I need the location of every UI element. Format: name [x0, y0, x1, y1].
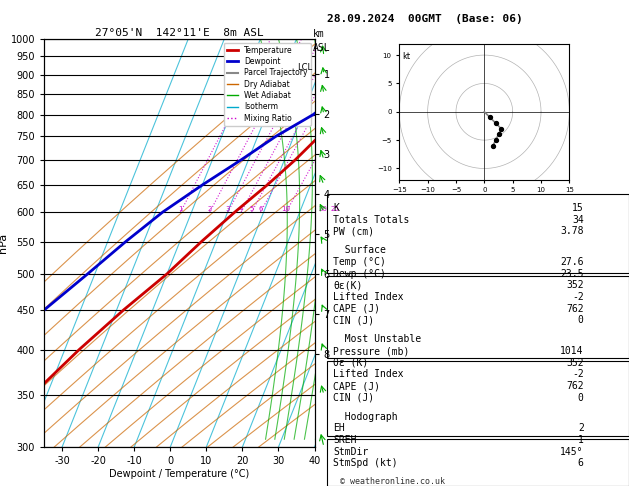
- Text: PW (cm): PW (cm): [333, 226, 374, 237]
- Bar: [327, 439, 629, 486]
- Text: 3.78: 3.78: [560, 226, 584, 237]
- Text: 4: 4: [239, 206, 243, 212]
- Text: Dewp (°C): Dewp (°C): [333, 269, 386, 279]
- Text: -2: -2: [572, 369, 584, 380]
- Legend: Temperature, Dewpoint, Parcel Trajectory, Dry Adiabat, Wet Adiabat, Isotherm, Mi: Temperature, Dewpoint, Parcel Trajectory…: [223, 43, 311, 125]
- Text: 1: 1: [178, 206, 183, 212]
- Point: [491, 119, 501, 127]
- Text: 25: 25: [331, 206, 340, 212]
- Point: [488, 142, 498, 150]
- Text: 352: 352: [566, 280, 584, 291]
- Y-axis label: hPa: hPa: [0, 233, 8, 253]
- Text: 762: 762: [566, 304, 584, 314]
- Text: Surface: Surface: [333, 245, 386, 256]
- Text: CAPE (J): CAPE (J): [333, 381, 380, 391]
- Text: CAPE (J): CAPE (J): [333, 304, 380, 314]
- Text: kt: kt: [402, 52, 410, 61]
- Text: 28.09.2024  00GMT  (Base: 06): 28.09.2024 00GMT (Base: 06): [327, 14, 523, 24]
- Bar: [327, 194, 629, 273]
- Text: 1014: 1014: [560, 346, 584, 356]
- Text: Lifted Index: Lifted Index: [333, 292, 404, 302]
- Text: Lifted Index: Lifted Index: [333, 369, 404, 380]
- Text: θε (K): θε (K): [333, 358, 369, 368]
- Text: 20: 20: [318, 206, 328, 212]
- Bar: [327, 361, 629, 436]
- X-axis label: Dewpoint / Temperature (°C): Dewpoint / Temperature (°C): [109, 469, 249, 479]
- Text: SREH: SREH: [333, 435, 357, 445]
- Text: StmSpd (kt): StmSpd (kt): [333, 458, 398, 469]
- Text: 2: 2: [208, 206, 212, 212]
- Text: 10: 10: [282, 206, 291, 212]
- Text: CIN (J): CIN (J): [333, 393, 374, 403]
- Text: StmDir: StmDir: [333, 447, 369, 457]
- Text: 145°: 145°: [560, 447, 584, 457]
- Text: Temp (°C): Temp (°C): [333, 257, 386, 267]
- Text: θε(K): θε(K): [333, 280, 362, 291]
- Point: [485, 114, 495, 122]
- Text: 1: 1: [578, 435, 584, 445]
- Text: 6: 6: [578, 458, 584, 469]
- Point: [491, 136, 501, 144]
- Text: EH: EH: [333, 423, 345, 434]
- Text: 23.5: 23.5: [560, 269, 584, 279]
- Text: Totals Totals: Totals Totals: [333, 215, 409, 225]
- Text: 6: 6: [259, 206, 263, 212]
- Text: LCL: LCL: [298, 63, 313, 71]
- Title: 27°05'N  142°11'E  8m ASL: 27°05'N 142°11'E 8m ASL: [95, 28, 264, 38]
- Text: km: km: [313, 29, 325, 39]
- Text: -2: -2: [572, 292, 584, 302]
- Text: 27.6: 27.6: [560, 257, 584, 267]
- Text: 2: 2: [578, 423, 584, 434]
- Text: Most Unstable: Most Unstable: [333, 334, 421, 345]
- Point: [494, 131, 504, 139]
- Text: 34: 34: [572, 215, 584, 225]
- Point: [496, 125, 506, 133]
- Text: 352: 352: [566, 358, 584, 368]
- Text: 15: 15: [572, 203, 584, 213]
- Text: 5: 5: [250, 206, 254, 212]
- Bar: [327, 276, 629, 358]
- Text: © weatheronline.co.uk: © weatheronline.co.uk: [340, 477, 445, 486]
- Text: CIN (J): CIN (J): [333, 315, 374, 326]
- Text: 762: 762: [566, 381, 584, 391]
- Text: 0: 0: [578, 315, 584, 326]
- Text: ASL: ASL: [313, 43, 330, 53]
- Text: Hodograph: Hodograph: [333, 412, 398, 422]
- Text: Pressure (mb): Pressure (mb): [333, 346, 409, 356]
- Text: K: K: [333, 203, 339, 213]
- Text: 3: 3: [226, 206, 230, 212]
- Text: 0: 0: [578, 393, 584, 403]
